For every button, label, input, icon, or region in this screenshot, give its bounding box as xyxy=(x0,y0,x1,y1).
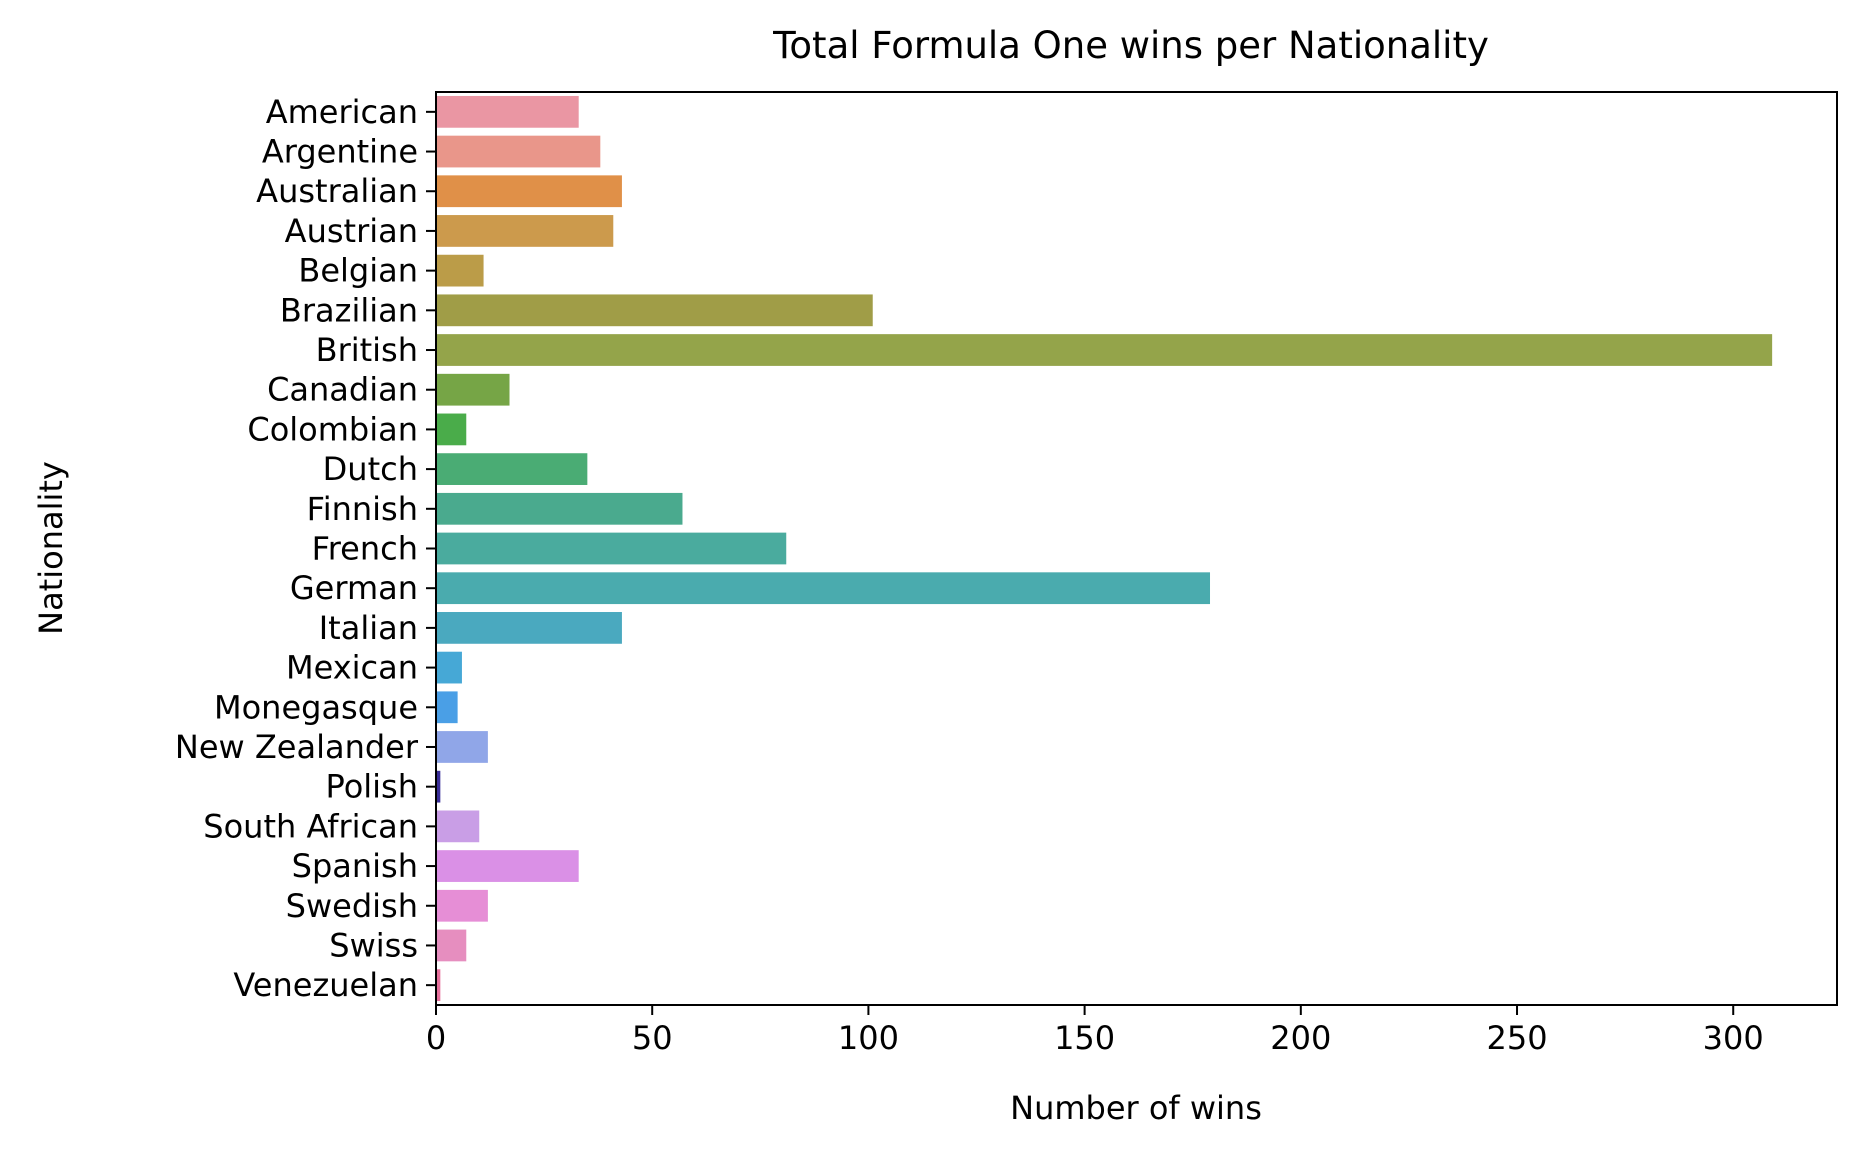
bar-italian xyxy=(436,612,622,644)
y-tick-label: New Zealander xyxy=(175,728,419,766)
x-tick-label: 250 xyxy=(1486,1019,1547,1057)
bar-french xyxy=(436,532,787,565)
x-tick-label: 150 xyxy=(1054,1019,1115,1057)
bar-german xyxy=(436,572,1211,605)
bar-australian xyxy=(436,175,622,208)
y-tick-label: Australian xyxy=(256,172,418,210)
bar-british xyxy=(436,334,1773,366)
x-tick-label: 200 xyxy=(1270,1019,1331,1057)
bar-belgian xyxy=(436,254,484,287)
chart-title: Total Formula One wins per Nationality xyxy=(772,24,1489,67)
x-axis-label: Number of wins xyxy=(1010,1089,1262,1127)
y-tick-label: American xyxy=(266,93,418,131)
y-axis-ticks: AmericanArgentineAustralianAustrianBelgi… xyxy=(175,93,436,1004)
bar-dutch xyxy=(436,453,588,485)
y-tick-label: Austrian xyxy=(285,212,418,250)
x-tick-label: 50 xyxy=(632,1019,673,1057)
bar-american xyxy=(436,95,579,128)
bar-finnish xyxy=(436,492,683,525)
bar-spanish xyxy=(436,850,579,882)
y-tick-label: Canadian xyxy=(267,371,418,409)
bars-group xyxy=(436,95,1773,1002)
y-tick-label: Belgian xyxy=(298,252,418,290)
y-tick-label: Monegasque xyxy=(214,688,418,726)
bar-mexican xyxy=(436,651,462,684)
y-tick-label: Argentine xyxy=(262,133,418,171)
y-tick-label: German xyxy=(290,569,418,607)
bar-swedish xyxy=(436,889,488,922)
bar-polish xyxy=(436,770,441,803)
bar-canadian xyxy=(436,373,510,406)
y-tick-label: South African xyxy=(203,807,418,845)
bar-new-zealander xyxy=(436,731,488,763)
y-tick-label: Brazilian xyxy=(280,291,418,329)
bar-argentine xyxy=(436,135,601,168)
bar-monegasque xyxy=(436,691,458,724)
y-tick-label: Swiss xyxy=(329,926,418,964)
bar-swiss xyxy=(436,929,467,962)
x-axis-ticks: 0 50 100 150 200 250 300 xyxy=(426,1005,1764,1057)
y-tick-label: Finnish xyxy=(307,490,418,528)
x-tick-label: 100 xyxy=(838,1019,899,1057)
y-tick-label: Polish xyxy=(326,768,418,806)
bar-colombian xyxy=(436,413,467,446)
x-tick-label: 300 xyxy=(1703,1019,1764,1057)
bar-venezuelan xyxy=(436,969,441,1002)
y-tick-label: French xyxy=(312,530,418,568)
plot-frame xyxy=(435,91,1838,1006)
y-tick-label: Venezuelan xyxy=(233,966,418,1004)
bar-south-african xyxy=(436,810,480,843)
y-tick-label: British xyxy=(316,331,418,369)
y-tick-label: Italian xyxy=(319,609,418,647)
y-tick-label: Spanish xyxy=(292,847,418,885)
y-tick-label: Mexican xyxy=(286,649,418,687)
y-axis-label: Nationality xyxy=(32,461,70,635)
y-tick-label: Colombian xyxy=(247,410,418,448)
bar-brazilian xyxy=(436,294,873,327)
y-tick-label: Swedish xyxy=(286,887,418,925)
y-tick-label: Dutch xyxy=(323,450,418,488)
bar-austrian xyxy=(436,215,614,247)
x-tick-label: 0 xyxy=(426,1019,446,1057)
